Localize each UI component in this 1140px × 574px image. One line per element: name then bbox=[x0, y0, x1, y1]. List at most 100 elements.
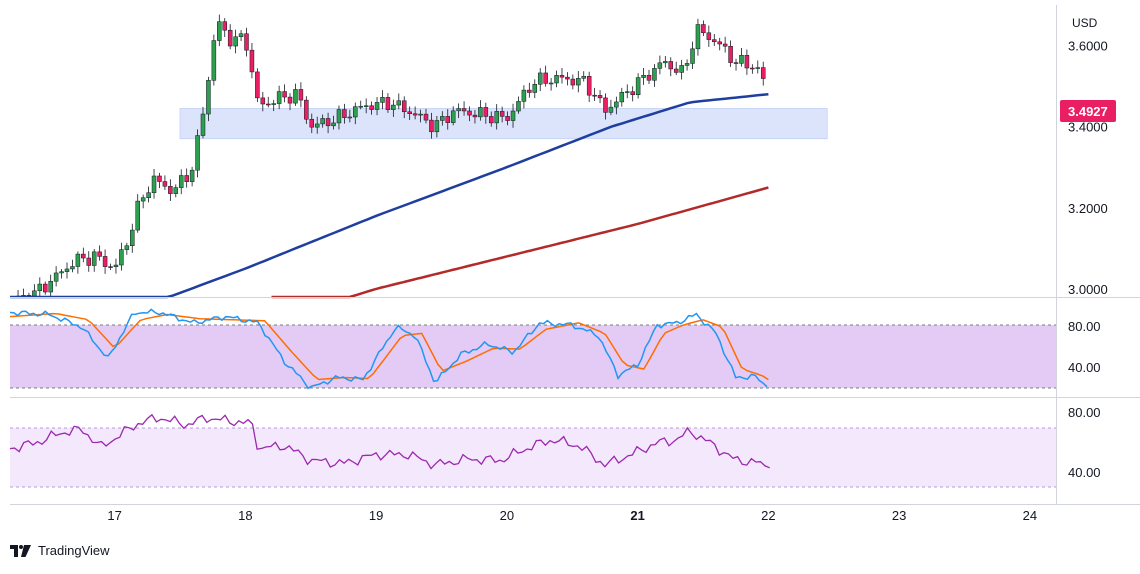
candle-bullish bbox=[238, 33, 244, 38]
candle-bullish bbox=[755, 67, 761, 69]
candle-bullish bbox=[271, 103, 276, 105]
candle-bullish bbox=[418, 113, 423, 116]
last-price-label: 3.4927 bbox=[1068, 104, 1108, 119]
candle-bearish bbox=[249, 49, 255, 73]
candle-bullish bbox=[635, 77, 641, 95]
candle-bearish bbox=[483, 107, 489, 117]
candle-bearish bbox=[287, 96, 293, 104]
trading-chart[interactable]: USD 3.6000 3.4000 3.2000 3.0000 3.4927 80.0… bbox=[0, 0, 1140, 540]
candle-bullish bbox=[195, 135, 200, 171]
candle-bullish bbox=[130, 229, 135, 247]
candle-bullish bbox=[614, 101, 619, 108]
candle-bullish bbox=[37, 283, 43, 292]
rsi-tick-lower: 40.00 bbox=[1068, 465, 1101, 480]
candle-bullish bbox=[690, 48, 695, 64]
candle-bullish bbox=[619, 92, 625, 103]
candle-bearish bbox=[760, 67, 766, 79]
candle-bullish bbox=[64, 268, 70, 272]
candle-bullish bbox=[135, 200, 140, 231]
candle-bearish bbox=[304, 99, 309, 120]
candle-bullish bbox=[510, 110, 516, 121]
candle-bearish bbox=[467, 110, 472, 116]
candle-bullish bbox=[353, 106, 358, 118]
candle-bullish bbox=[739, 54, 744, 64]
candle-bullish bbox=[494, 111, 499, 124]
stochastic-tick-upper: 80.00 bbox=[1068, 319, 1101, 334]
candle-bullish bbox=[374, 102, 380, 110]
stochastic-pane[interactable]: 80.00 40.00 bbox=[9, 308, 1101, 390]
candle-bullish bbox=[173, 187, 179, 194]
candle-bullish bbox=[363, 105, 369, 107]
price-pane[interactable]: USD 3.6000 3.4000 3.2000 3.0000 3.4927 bbox=[10, 14, 1116, 299]
candle-bullish bbox=[32, 290, 37, 297]
candle-bearish bbox=[97, 251, 102, 257]
candle-bearish bbox=[429, 119, 434, 133]
price-tick-label: 3.6000 bbox=[1068, 39, 1108, 54]
candle-bearish bbox=[244, 33, 249, 51]
candle-bearish bbox=[586, 76, 592, 96]
candle-bearish bbox=[43, 283, 48, 293]
candle-bullish bbox=[554, 75, 559, 84]
rsi-pane[interactable]: 80.00 40.00 bbox=[9, 405, 1101, 488]
stochastic-k-line bbox=[9, 308, 768, 390]
candle-bullish bbox=[314, 123, 320, 128]
candle-bullish bbox=[478, 107, 483, 118]
time-tick-label: 21 bbox=[630, 508, 644, 523]
tradingview-brand[interactable]: TradingView bbox=[10, 543, 110, 558]
price-tick-label: 3.4000 bbox=[1068, 120, 1108, 135]
candle-bearish bbox=[266, 103, 271, 106]
candle-bullish bbox=[331, 122, 336, 127]
candle-bullish bbox=[293, 89, 298, 104]
candle-bullish bbox=[140, 197, 146, 202]
candle-bearish bbox=[630, 91, 635, 95]
candle-bearish bbox=[673, 68, 679, 73]
candle-bearish bbox=[445, 116, 451, 123]
candle-bearish bbox=[733, 62, 739, 64]
rsi-tick-upper: 80.00 bbox=[1068, 405, 1101, 420]
candle-bullish bbox=[652, 68, 657, 81]
candle-bullish bbox=[358, 105, 363, 108]
candle-bearish bbox=[527, 89, 532, 93]
candle-bullish bbox=[189, 169, 195, 182]
time-tick-label: 18 bbox=[238, 508, 252, 523]
candle-bearish bbox=[309, 118, 315, 128]
candle-bullish bbox=[684, 63, 690, 66]
candle-bullish bbox=[548, 82, 554, 85]
candle-bullish bbox=[576, 78, 581, 86]
candle-bearish bbox=[255, 71, 260, 99]
candle-bearish bbox=[282, 91, 287, 98]
candle-bearish bbox=[543, 72, 548, 84]
candle-bullish bbox=[70, 266, 75, 270]
candle-bullish bbox=[695, 24, 701, 50]
candle-bearish bbox=[222, 21, 227, 31]
candle-bearish bbox=[184, 175, 189, 182]
candle-bearish bbox=[162, 181, 168, 187]
candle-bearish bbox=[489, 116, 494, 124]
candle-bearish bbox=[407, 111, 412, 114]
currency-label: USD bbox=[1072, 16, 1098, 30]
candle-bullish bbox=[396, 100, 402, 106]
candle-bearish bbox=[597, 95, 603, 99]
candle-bearish bbox=[717, 41, 722, 45]
candle-bearish bbox=[668, 61, 674, 70]
candle-bullish bbox=[75, 253, 81, 267]
candle-bearish bbox=[750, 67, 755, 70]
candle-bearish bbox=[570, 78, 576, 86]
time-axis[interactable]: 17 18 19 20 21 22 23 24 bbox=[107, 508, 1037, 523]
candle-bullish bbox=[537, 72, 543, 85]
candle-bullish bbox=[347, 116, 353, 119]
candle-bearish bbox=[108, 266, 113, 268]
candle-bullish bbox=[48, 280, 53, 293]
brand-name: TradingView bbox=[38, 543, 110, 558]
candle-bullish bbox=[679, 65, 684, 73]
candle-bullish bbox=[641, 74, 646, 78]
candle-bullish bbox=[119, 249, 124, 266]
candle-bullish bbox=[450, 110, 456, 123]
tradingview-logo-icon bbox=[10, 544, 31, 557]
candle-bearish bbox=[499, 111, 505, 117]
candle-bearish bbox=[342, 109, 347, 118]
candle-bearish bbox=[646, 74, 652, 81]
stochastic-tick-lower: 40.00 bbox=[1068, 360, 1101, 375]
candle-bullish bbox=[217, 21, 222, 41]
candle-bullish bbox=[53, 272, 59, 282]
